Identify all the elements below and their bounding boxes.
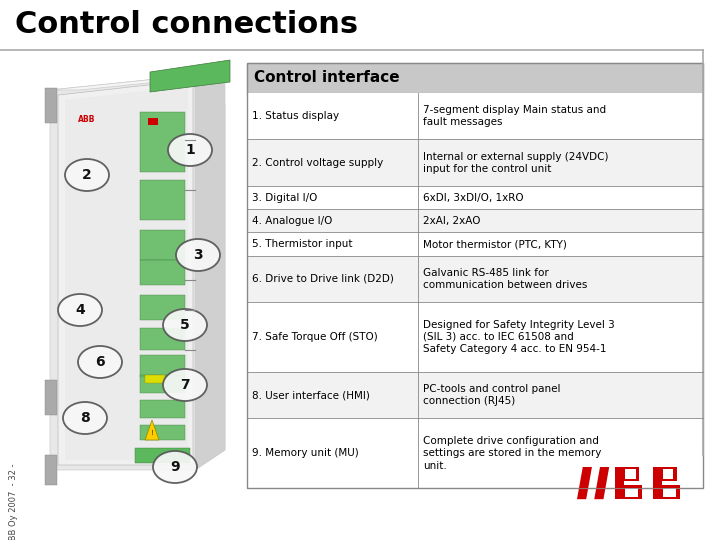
- Bar: [615, 467, 624, 499]
- Text: 7: 7: [180, 378, 190, 392]
- Text: 4: 4: [75, 303, 85, 317]
- Bar: [45, 455, 57, 485]
- Polygon shape: [50, 75, 225, 470]
- Text: !: !: [150, 430, 153, 436]
- Ellipse shape: [63, 402, 107, 434]
- Bar: [140, 112, 185, 172]
- Bar: [661, 467, 678, 481]
- Polygon shape: [594, 467, 609, 499]
- Bar: [661, 485, 680, 499]
- Bar: [28, 55, 238, 495]
- Bar: [623, 467, 639, 481]
- Polygon shape: [50, 75, 225, 90]
- Text: Control connections: Control connections: [15, 10, 358, 39]
- Ellipse shape: [163, 309, 207, 341]
- Bar: [140, 375, 185, 393]
- Bar: [140, 400, 185, 418]
- Bar: [663, 469, 673, 478]
- Text: 2. Control voltage supply: 2. Control voltage supply: [252, 158, 383, 168]
- Bar: [45, 88, 57, 123]
- Ellipse shape: [78, 346, 122, 378]
- Ellipse shape: [58, 294, 102, 326]
- Text: 6xDI, 3xDI/O, 1xRO: 6xDI, 3xDI/O, 1xRO: [423, 193, 523, 202]
- Bar: [625, 488, 638, 497]
- Bar: [140, 295, 185, 320]
- Bar: [140, 260, 185, 285]
- Text: 1. Status display: 1. Status display: [252, 111, 339, 122]
- Bar: [653, 467, 662, 499]
- Text: 7-segment display Main status and
fault messages: 7-segment display Main status and fault …: [423, 105, 606, 127]
- Bar: [247, 255, 703, 302]
- Text: © ABB Oy 2007  - 32 -: © ABB Oy 2007 - 32 -: [9, 463, 18, 540]
- Text: Motor thermistor (PTC, KTY): Motor thermistor (PTC, KTY): [423, 239, 567, 249]
- Text: 2: 2: [82, 168, 92, 182]
- Text: 5: 5: [180, 318, 190, 332]
- Bar: [247, 63, 703, 93]
- Ellipse shape: [168, 134, 212, 166]
- Bar: [247, 139, 703, 186]
- Bar: [140, 180, 185, 220]
- Text: Internal or external supply (24VDC)
input for the control unit: Internal or external supply (24VDC) inpu…: [423, 152, 608, 174]
- Polygon shape: [577, 467, 592, 499]
- Ellipse shape: [153, 451, 197, 483]
- Text: 9. Memory unit (MU): 9. Memory unit (MU): [252, 448, 359, 458]
- Bar: [625, 469, 636, 478]
- Text: 1: 1: [185, 143, 195, 157]
- Text: Complete drive configuration and
settings are stored in the memory
unit.: Complete drive configuration and setting…: [423, 436, 601, 470]
- Polygon shape: [65, 86, 188, 460]
- Bar: [247, 63, 703, 488]
- Bar: [663, 488, 676, 497]
- Polygon shape: [145, 420, 159, 440]
- Text: 5. Thermistor input: 5. Thermistor input: [252, 239, 353, 249]
- Text: PC-tools and control panel
connection (RJ45): PC-tools and control panel connection (R…: [423, 384, 560, 406]
- Bar: [247, 186, 703, 209]
- Bar: [247, 209, 703, 232]
- Text: 8: 8: [80, 411, 90, 425]
- Bar: [140, 425, 185, 440]
- Bar: [140, 355, 185, 377]
- Bar: [247, 232, 703, 255]
- Text: 4. Analogue I/O: 4. Analogue I/O: [252, 216, 333, 226]
- Bar: [148, 118, 158, 125]
- Polygon shape: [150, 60, 230, 92]
- Text: 8. User interface (HMI): 8. User interface (HMI): [252, 390, 370, 400]
- Bar: [247, 302, 703, 372]
- Text: 6. Drive to Drive link (D2D): 6. Drive to Drive link (D2D): [252, 274, 394, 284]
- Bar: [247, 372, 703, 418]
- Bar: [247, 93, 703, 139]
- Text: 7. Safe Torque Off (STO): 7. Safe Torque Off (STO): [252, 332, 378, 342]
- Text: Control interface: Control interface: [254, 71, 400, 85]
- Bar: [140, 328, 185, 350]
- Bar: [140, 230, 185, 260]
- Text: 6: 6: [95, 355, 105, 369]
- Ellipse shape: [163, 369, 207, 401]
- Text: 9: 9: [170, 460, 180, 474]
- Text: 2xAI, 2xAO: 2xAI, 2xAO: [423, 216, 480, 226]
- Bar: [623, 485, 642, 499]
- Polygon shape: [195, 75, 225, 470]
- Bar: [135, 448, 190, 463]
- Bar: [247, 418, 703, 488]
- Text: Galvanic RS-485 link for
communication between drives: Galvanic RS-485 link for communication b…: [423, 268, 588, 290]
- Polygon shape: [58, 80, 193, 465]
- Ellipse shape: [65, 159, 109, 191]
- Text: Designed for Safety Integrity Level 3
(SIL 3) acc. to IEC 61508 and
Safety Categ: Designed for Safety Integrity Level 3 (S…: [423, 320, 615, 354]
- Text: 3. Digital I/O: 3. Digital I/O: [252, 193, 318, 202]
- Bar: [145, 375, 165, 383]
- Ellipse shape: [176, 239, 220, 271]
- Text: ABB: ABB: [78, 115, 95, 124]
- Text: 3: 3: [193, 248, 203, 262]
- Bar: [45, 380, 57, 415]
